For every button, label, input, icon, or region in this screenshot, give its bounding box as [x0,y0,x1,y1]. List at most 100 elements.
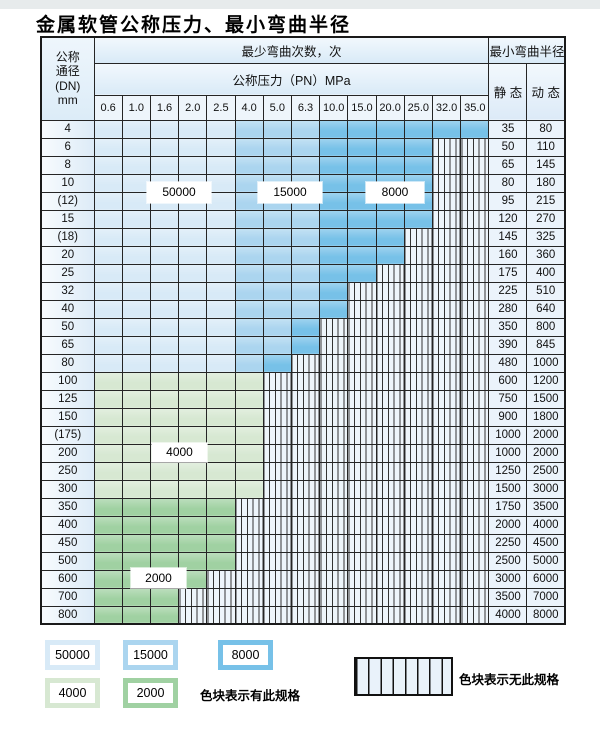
pressure-tick: 25.0 [403,94,433,121]
no-spec-cell [403,371,433,391]
spec-cell [121,155,151,175]
no-spec-cell [290,569,321,589]
spec-cell [93,461,123,481]
spec-cell [347,263,377,283]
no-spec-cell [319,587,349,607]
spec-cell [234,389,264,409]
static-radius-cell: 1500 [488,479,528,499]
cycles-label-2000: 2000 [131,568,186,588]
spec-cell [347,137,377,157]
spec-cell [178,119,208,139]
no-spec-cell [460,317,490,337]
cycles-label-50000: 50000 [147,182,211,203]
dynamic-radius-cell: 1200 [526,371,566,391]
dynamic-radius-cell: 4500 [526,533,566,553]
no-spec-cell [375,479,405,499]
no-spec-cell [290,479,321,499]
dn-cell: 8 [40,155,95,175]
spec-cell [178,389,208,409]
dynamic-radius-cell: 2000 [526,425,566,445]
spec-cell [149,227,180,247]
table-row: 250 1250 2500 [40,461,566,481]
dynamic-radius-cell: 845 [526,335,566,355]
spec-cell [178,209,208,229]
spec-cell [121,407,151,427]
spec-cell [93,263,123,283]
spec-cell [206,443,236,463]
dynamic-radius-cell: 80 [526,119,566,139]
spec-cell [375,209,405,229]
no-spec-cell [319,335,349,355]
spec-cell [178,227,208,247]
spec-cell [178,479,208,499]
no-spec-cell [403,515,433,535]
no-spec-cell [319,551,349,571]
pressure-header: 公称压力（PN）MPa [93,62,490,96]
dynamic-radius-cell: 6000 [526,569,566,589]
spec-cell [178,263,208,283]
spec-cell [319,227,349,247]
dn-cell: 40 [40,299,95,319]
table-row: 700 3500 7000 [40,587,566,607]
dn-cell: 4 [40,119,95,139]
no-spec-cell [375,407,405,427]
spec-cell [178,425,208,445]
no-spec-cell [262,443,292,463]
no-spec-cell [431,569,462,589]
spec-cell [347,119,377,139]
no-spec-cell [290,389,321,409]
spec-cell [121,551,151,571]
spec-cell [206,155,236,175]
spec-cell [290,245,321,265]
spec-cell [121,353,151,373]
no-spec-cell [403,245,433,265]
spec-cell [178,497,208,517]
spec-cell [319,299,349,319]
no-spec-cell [319,461,349,481]
spec-cell [121,479,151,499]
spec-cell [121,335,151,355]
static-radius-cell: 390 [488,335,528,355]
no-spec-cell [290,497,321,517]
no-spec-cell [347,335,377,355]
spec-cell [234,173,264,193]
spec-cell [206,227,236,247]
spec-cell [234,299,264,319]
spec-cell [234,479,264,499]
spec-cell [93,317,123,337]
spec-cell [93,407,123,427]
spec-cell [319,173,349,193]
no-spec-cell [431,227,462,247]
no-spec-cell [460,551,490,571]
no-spec-cell [403,425,433,445]
no-spec-cell [290,425,321,445]
spec-cell [121,227,151,247]
spec-cell [149,515,180,535]
spec-cell [290,263,321,283]
spec-cell [178,335,208,355]
no-spec-cell [403,299,433,319]
spec-cell [290,281,321,301]
dn-cell: 80 [40,353,95,373]
dn-cell: 350 [40,497,95,517]
spec-cell [234,371,264,391]
no-spec-cell [234,605,264,625]
no-spec-cell [375,587,405,607]
spec-cell [290,335,321,355]
no-spec-cell [375,551,405,571]
spec-cell [93,137,123,157]
spec-cell [262,245,292,265]
table-row: 8 65 145 [40,155,566,175]
spec-cell [178,533,208,553]
spec-cell [262,317,292,337]
static-radius-cell: 120 [488,209,528,229]
no-spec-cell [403,569,433,589]
spec-cell [234,155,264,175]
spec-cell [149,263,180,283]
spec-cell [347,209,377,229]
no-spec-cell [403,443,433,463]
static-radius-cell: 2500 [488,551,528,571]
no-spec-cell [262,569,292,589]
no-spec-cell [347,389,377,409]
